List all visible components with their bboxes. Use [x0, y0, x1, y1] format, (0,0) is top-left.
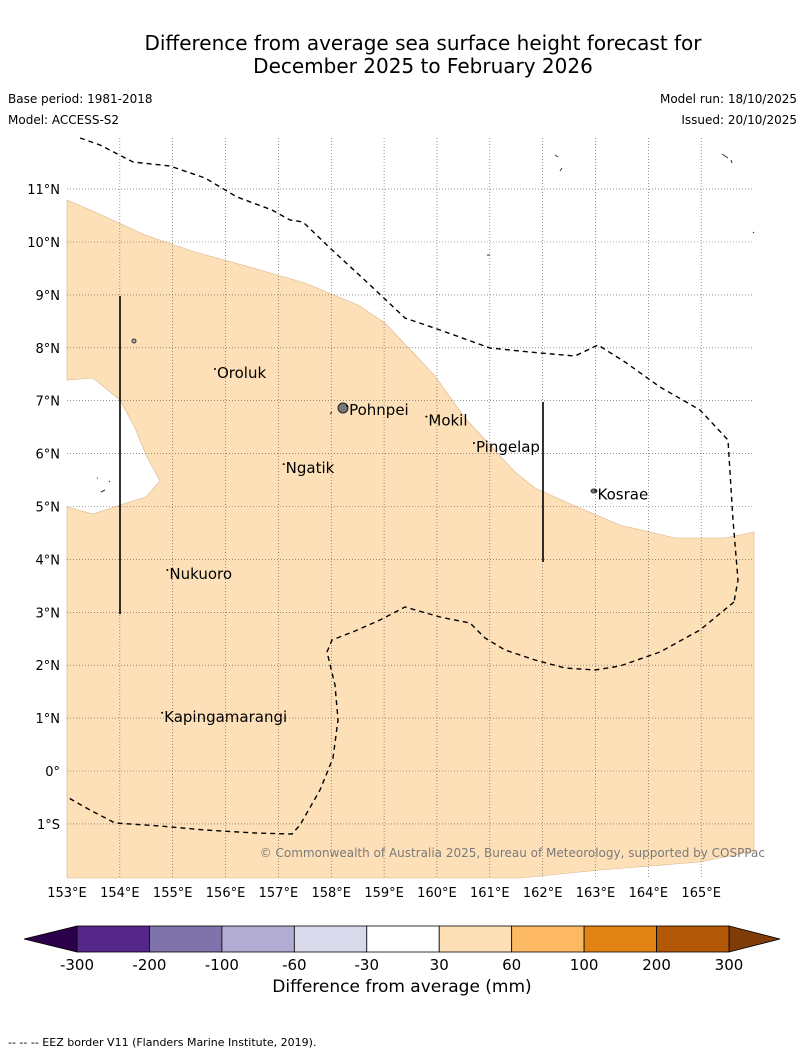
- oroluk-atoll: [131, 338, 137, 344]
- place-marker: [425, 415, 428, 418]
- longitude-tick-label: 159°E: [364, 886, 404, 901]
- latitude-tick-label: 1°N: [36, 712, 61, 727]
- place-label: Pohnpei: [349, 401, 409, 419]
- colorbar-segment: [438, 925, 513, 953]
- place-marker: [166, 568, 169, 571]
- place-label: Kapingamarangi: [164, 708, 287, 726]
- colorbar-segment: [76, 925, 150, 953]
- latitude-tick-label: 7°N: [36, 395, 61, 410]
- colorbar-tick-label: -60: [282, 956, 307, 974]
- longitude-tick-label: 155°E: [153, 886, 193, 901]
- place-marker: [161, 711, 164, 714]
- chart-title: Difference from average sea surface heig…: [0, 32, 804, 78]
- longitude-tick-labels: 153°E 154°E 155°E 156°E 157°E 158°E 159°E 160°E…: [47, 886, 721, 901]
- colorbar-segment: [511, 925, 585, 953]
- anomaly-region-30-60: [66, 199, 755, 879]
- longitude-tick-label: 158°E: [311, 886, 351, 901]
- colorbar-segment: [656, 925, 730, 953]
- model-run: Model run: 18/10/2025: [659, 92, 797, 106]
- latitude-tick-label: 9°N: [36, 289, 61, 304]
- base-period: Base period: 1981-2018: [8, 92, 153, 106]
- colorbar-tick-label: 300: [715, 956, 744, 974]
- place-label: Pingelap: [476, 438, 540, 456]
- colorbar-tick-label: -100: [205, 956, 239, 974]
- latitude-tick-label: 0°: [45, 765, 60, 780]
- place-marker: [346, 404, 349, 407]
- pohnpei-island: [337, 402, 349, 414]
- colorbar-segment: [583, 925, 657, 953]
- longitude-tick-label: 153°E: [47, 886, 87, 901]
- latitude-tick-label: 11°N: [27, 183, 60, 198]
- place-label: Kosrae: [598, 486, 649, 504]
- title-line-2: December 2025 to February 2026: [253, 54, 593, 78]
- colorbar: -300 -200 -100 -60 -30 30 60 100 200 300: [23, 925, 781, 974]
- model-name: Model: ACCESS-S2: [8, 113, 120, 127]
- longitude-tick-label: 160°E: [417, 886, 457, 901]
- place-labels: Oroluk Pohnpei Mokil Pingelap Ngatik Kosrae Nu…: [161, 364, 648, 726]
- colorbar-tick-label: -30: [355, 956, 380, 974]
- eez-footnote: -- -- -- EEZ border V11 (Flanders Marine…: [8, 1036, 317, 1049]
- latitude-tick-label: 10°N: [27, 236, 60, 251]
- latitude-tick-label: 4°N: [36, 553, 61, 568]
- place-marker: [472, 442, 475, 445]
- latitude-tick-label: 1°S: [37, 818, 60, 833]
- colorbar-tick-label: 100: [570, 956, 599, 974]
- place-label: Ngatik: [286, 459, 335, 477]
- issued-date: Issued: 20/10/2025: [681, 113, 797, 127]
- latitude-tick-label: 8°N: [36, 342, 61, 357]
- latitude-tick-label: 2°N: [36, 659, 61, 674]
- eez-border: [66, 137, 739, 835]
- latitude-tick-label: 6°N: [36, 448, 61, 463]
- colorbar-label: Difference from average (mm): [272, 977, 532, 997]
- copyright-text: © Commonwealth of Australia 2025, Bureau…: [260, 846, 765, 860]
- colorbar-segment: [221, 925, 295, 953]
- longitude-tick-label: 163°E: [576, 886, 616, 901]
- islands: [97, 153, 755, 494]
- place-label: Oroluk: [217, 364, 266, 382]
- latitude-tick-label: 5°N: [36, 501, 61, 516]
- latitude-tick-label: 3°N: [36, 606, 61, 621]
- colorbar-segment: [149, 925, 223, 953]
- colorbar-tick-label: 200: [642, 956, 671, 974]
- longitude-tick-label: 156°E: [206, 886, 246, 901]
- place-label: Nukuoro: [169, 565, 232, 583]
- longitude-tick-label: 157°E: [259, 886, 299, 901]
- colorbar-tick-label: -200: [132, 956, 166, 974]
- longitude-tick-label: 165°E: [681, 886, 721, 901]
- title-line-1: Difference from average sea surface heig…: [144, 31, 702, 55]
- grid-lines: [67, 138, 754, 878]
- colorbar-tick-label: 60: [502, 956, 521, 974]
- colorbar-over-arrow: [728, 925, 781, 953]
- longitude-tick-label: 161°E: [470, 886, 510, 901]
- reef-marks: [97, 153, 755, 493]
- longitude-tick-label: 154°E: [100, 886, 140, 901]
- place-marker: [213, 367, 216, 370]
- colorbar-tick-label: 30: [430, 956, 449, 974]
- colorbar-segment: [293, 925, 368, 953]
- longitude-tick-label: 164°E: [629, 886, 669, 901]
- latitude-tick-labels: 11°N 10°N 9°N 8°N 7°N 6°N 5°N 4°N 3°N 2°N 1°N 0° 1°S: [27, 183, 60, 833]
- colorbar-under-arrow: [23, 925, 78, 953]
- longitude-tick-label: 162°E: [523, 886, 563, 901]
- colorbar-segment: [366, 925, 440, 953]
- place-label: Mokil: [428, 412, 467, 430]
- place-marker: [282, 463, 285, 466]
- colorbar-tick-label: -300: [60, 956, 94, 974]
- place-marker: [594, 489, 597, 492]
